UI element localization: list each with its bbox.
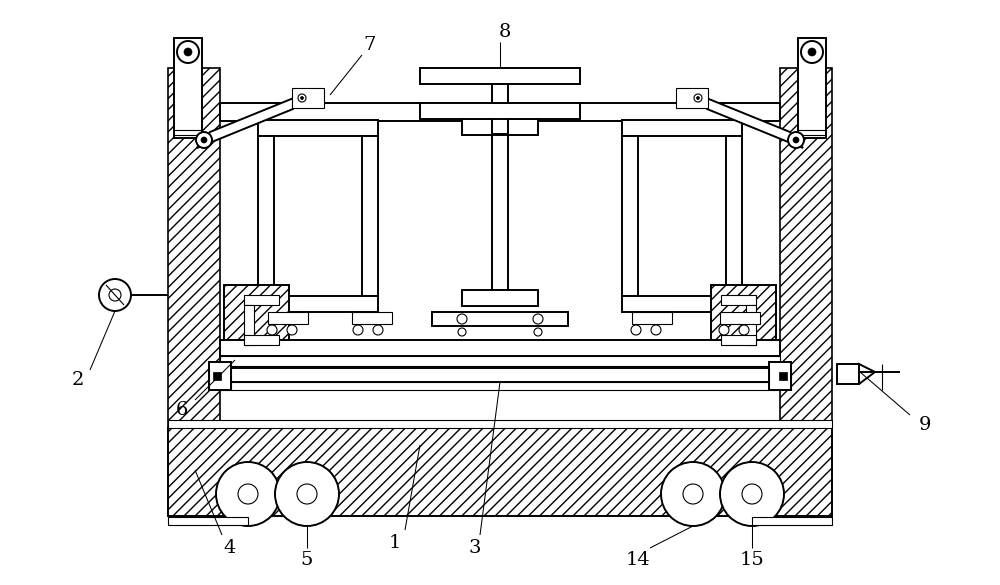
Text: 14: 14 [626,551,650,569]
Circle shape [696,97,700,99]
Circle shape [534,328,542,336]
Circle shape [297,484,317,504]
Bar [258,136,274,296]
Bar [362,136,378,296]
Text: 7: 7 [364,36,376,54]
Bar [837,364,859,384]
Bar [622,136,638,296]
Circle shape [458,328,466,336]
Bar [168,68,220,428]
Circle shape [201,137,207,143]
Circle shape [298,94,306,102]
Bar [420,68,580,84]
Bar [220,103,780,121]
Circle shape [808,48,816,56]
Bar [224,285,289,355]
Polygon shape [859,364,875,384]
Text: 8: 8 [499,23,511,41]
Bar [726,136,742,296]
Bar [168,420,832,428]
Circle shape [238,484,258,504]
Bar [780,68,832,428]
Circle shape [184,48,192,56]
Text: 2: 2 [72,371,84,389]
Bar [168,517,248,525]
Bar [676,88,708,108]
Polygon shape [197,93,306,148]
Bar [244,295,279,305]
Circle shape [719,325,729,335]
Circle shape [196,132,212,148]
Circle shape [287,325,297,335]
Bar [746,305,756,345]
Circle shape [216,462,280,526]
Bar [432,312,568,326]
Bar [711,285,776,355]
Bar [769,362,791,390]
Circle shape [99,279,131,311]
Bar [492,84,508,134]
Bar [244,335,279,345]
Bar [752,517,832,525]
Circle shape [177,41,199,63]
Bar [779,372,787,380]
Text: 9: 9 [919,416,931,434]
Circle shape [720,462,784,526]
Bar [352,312,392,324]
Text: 3: 3 [469,539,481,557]
Circle shape [742,484,762,504]
Circle shape [801,41,823,63]
Bar [721,335,756,345]
Circle shape [651,325,661,335]
Circle shape [683,484,703,504]
Circle shape [267,325,277,335]
Circle shape [793,137,799,143]
Bar [292,88,324,108]
Circle shape [353,325,363,335]
Bar [721,295,756,305]
Bar [720,312,760,324]
Circle shape [788,132,804,148]
Bar [462,119,538,135]
Bar [268,312,308,324]
Circle shape [631,325,641,335]
Bar [258,296,378,312]
Bar [622,296,742,312]
Bar [622,120,742,136]
Circle shape [275,462,339,526]
Text: 5: 5 [301,551,313,569]
Circle shape [694,94,702,102]
Circle shape [300,97,304,99]
Bar [209,362,231,390]
Text: 6: 6 [176,401,188,419]
Bar [213,372,221,380]
Bar [220,356,780,366]
Bar [168,428,832,516]
Bar [220,382,780,390]
Bar [174,38,202,138]
Circle shape [661,462,725,526]
Bar [798,38,826,138]
Circle shape [457,314,467,324]
Bar [492,135,508,290]
Bar [244,305,254,345]
Bar [220,368,780,382]
Bar [632,312,672,324]
Text: 15: 15 [740,551,764,569]
Bar [220,340,780,356]
Bar [420,103,580,119]
Text: 4: 4 [224,539,236,557]
Circle shape [373,325,383,335]
Circle shape [109,289,121,301]
Circle shape [739,325,749,335]
Polygon shape [694,93,803,148]
Circle shape [533,314,543,324]
Bar [258,120,378,136]
Bar [462,290,538,306]
Text: 1: 1 [389,534,401,552]
